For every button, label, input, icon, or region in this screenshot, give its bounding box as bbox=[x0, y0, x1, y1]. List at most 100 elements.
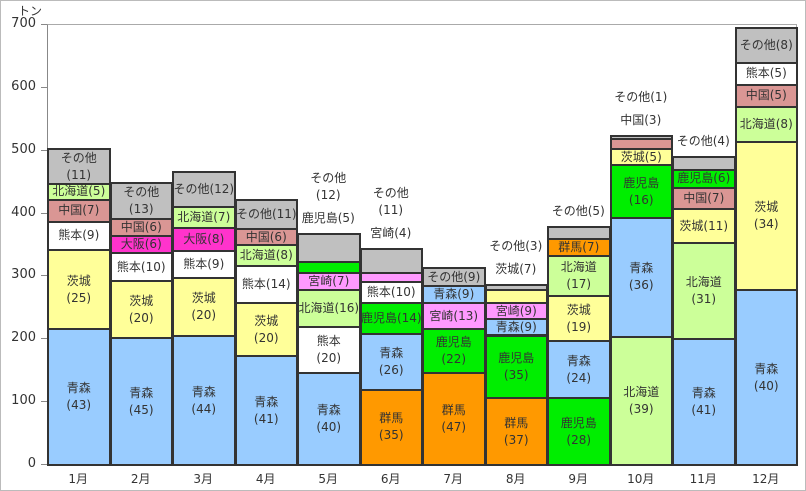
segment-label: その他(11) bbox=[235, 207, 297, 222]
x-tick-label: 11月 bbox=[689, 472, 717, 486]
segment-label: 中国(7) bbox=[58, 203, 100, 218]
bar-segment-鹿児島: 鹿児島 (22) bbox=[422, 328, 486, 374]
segment-label: 茨城 (20) bbox=[128, 293, 154, 325]
segment-label: 青森(9) bbox=[433, 287, 475, 302]
segment-label: 青森 (41) bbox=[253, 394, 279, 426]
bar-segment-鹿児島: 鹿児島 (28) bbox=[547, 397, 611, 466]
x-tick-label: 9月 bbox=[568, 472, 589, 486]
segment-label: 茨城 (20) bbox=[191, 290, 217, 322]
segment-label: 大阪(6) bbox=[120, 237, 162, 252]
outside-labels: その他(3) 茨城(7) bbox=[475, 238, 558, 278]
y-tick-label: 0 bbox=[27, 456, 36, 471]
segment-label: 大阪(8) bbox=[183, 232, 225, 247]
bar-segment-茨城 bbox=[484, 289, 548, 304]
bar-segment-北海道: 北海道 (39) bbox=[609, 335, 673, 466]
segment-label: 鹿児島(6) bbox=[677, 171, 731, 186]
segment-label: 中国(7) bbox=[683, 190, 725, 205]
segment-label: 北海道 (31) bbox=[685, 274, 722, 306]
segment-label: 茨城 (34) bbox=[753, 200, 779, 232]
x-tick-label: 12月 bbox=[752, 472, 780, 486]
segment-label: 北海道(16) bbox=[298, 300, 360, 315]
y-tick-label: 100 bbox=[11, 393, 36, 409]
y-tick-label: 500 bbox=[11, 141, 36, 157]
segment-label: 青森(9) bbox=[495, 319, 537, 334]
bar-segment-熊本: 熊本(9) bbox=[172, 250, 236, 279]
segment-label: 北海道 (17) bbox=[560, 259, 597, 291]
bar-segment-青森: 青森 (36) bbox=[609, 216, 673, 338]
segment-label: その他 (13) bbox=[123, 184, 160, 216]
segment-label: 茨城 (19) bbox=[566, 302, 592, 334]
segment-label: 青森 (26) bbox=[378, 345, 404, 377]
segment-label: その他(12) bbox=[173, 182, 235, 197]
bar-segment-熊本: 熊本(10) bbox=[109, 252, 173, 283]
bar-segment-北海道: 北海道(7) bbox=[172, 206, 236, 230]
bar-segment-熊本: 熊本 (20) bbox=[297, 325, 361, 374]
y-tick-label: 700 bbox=[11, 16, 36, 31]
segment-label: 鹿児島 (22) bbox=[435, 334, 472, 366]
bar-segment-北海道: 北海道(16) bbox=[297, 288, 361, 328]
bar-segment-青森: 青森 (26) bbox=[359, 332, 423, 391]
outside-labels: その他(4) bbox=[662, 133, 745, 150]
x-tick-label: 1月 bbox=[68, 472, 89, 486]
bar-segment-青森: 青森 (40) bbox=[297, 371, 361, 466]
bar-segment-鹿児島: 鹿児島 (16) bbox=[609, 164, 673, 219]
segment-label: 青森 (45) bbox=[128, 385, 154, 417]
outside-labels: その他(5) bbox=[537, 203, 620, 220]
segment-label: 宮崎(9) bbox=[495, 303, 537, 318]
bar-segment-茨城: 茨城 (20) bbox=[172, 276, 236, 338]
segment-label: 青森 (40) bbox=[316, 402, 342, 434]
segment-label: 北海道(8) bbox=[239, 248, 293, 263]
x-tick-label: 10月 bbox=[627, 472, 655, 486]
bar-segment-中国: 中国(7) bbox=[47, 198, 111, 223]
segment-label: 宮崎(7) bbox=[308, 273, 350, 288]
y-axis-unit-label: トン bbox=[18, 4, 43, 18]
bar-segment-茨城: 茨城(11) bbox=[672, 208, 736, 245]
bar-segment-その他 bbox=[672, 156, 736, 171]
segment-label: その他(9) bbox=[427, 269, 481, 284]
bar-segment-北海道: 北海道 (31) bbox=[672, 242, 736, 340]
bar-segment-群馬: 群馬 (47) bbox=[422, 371, 486, 466]
x-tick-label: 2月 bbox=[130, 472, 151, 486]
bar-segment-その他: その他(8) bbox=[734, 26, 798, 64]
y-tick-label: 200 bbox=[11, 330, 36, 346]
segment-label: 熊本(10) bbox=[116, 259, 166, 274]
bar-segment-宮崎: 宮崎(13) bbox=[422, 302, 486, 331]
bar-segment-群馬: 群馬 (37) bbox=[484, 397, 548, 466]
bar-segment-青森: 青森 (44) bbox=[172, 335, 236, 466]
segment-label: 中国(3) bbox=[620, 112, 662, 127]
segment-label: 茨城(11) bbox=[679, 218, 729, 233]
bar-segment-鹿児島: 鹿児島 (35) bbox=[484, 334, 548, 400]
y-tick-mark bbox=[41, 338, 47, 340]
bar-segment-その他: その他(11) bbox=[234, 199, 298, 231]
bar-segment-その他 bbox=[359, 248, 423, 275]
bar-segment-茨城: 茨城 (34) bbox=[734, 140, 798, 292]
segment-label: 中国(6) bbox=[245, 229, 287, 244]
x-tick-label: 6月 bbox=[380, 472, 401, 486]
bar-segment-宮崎: 宮崎(7) bbox=[297, 272, 361, 291]
segment-label: 群馬(7) bbox=[558, 240, 600, 254]
bar-segment-中国: 中国(7) bbox=[672, 186, 736, 211]
bar-segment-群馬: 群馬 (35) bbox=[359, 388, 423, 466]
segment-label: 茨城 (25) bbox=[66, 273, 92, 305]
bar-segment-茨城: 茨城 (25) bbox=[47, 249, 111, 331]
bar-segment-熊本: 熊本(10) bbox=[359, 281, 423, 305]
segment-label: 宮崎(4) bbox=[370, 226, 412, 241]
segment-label: 群馬 (37) bbox=[503, 415, 529, 447]
segment-label: 熊本(10) bbox=[366, 285, 416, 300]
bar-segment-その他: その他(12) bbox=[172, 171, 236, 209]
x-tick-label: 7月 bbox=[443, 472, 464, 486]
bar-segment-青森: 青森 (43) bbox=[47, 328, 111, 466]
x-tick-label: 5月 bbox=[318, 472, 339, 486]
segment-label: 青森 (44) bbox=[191, 384, 217, 416]
bar-segment-鹿児島: 鹿児島(14) bbox=[359, 302, 423, 335]
segment-label: 熊本(5) bbox=[745, 66, 787, 81]
segment-label: その他(1) bbox=[614, 89, 668, 104]
segment-label: その他(5) bbox=[551, 204, 605, 219]
bar-segment-茨城: 茨城 (20) bbox=[234, 302, 298, 358]
bar-segment-その他: その他 (11) bbox=[47, 148, 111, 186]
bar-segment-青森: 青森 (45) bbox=[109, 337, 173, 466]
segment-label: 鹿児島(5) bbox=[301, 211, 355, 226]
y-tick-label: 600 bbox=[11, 78, 36, 94]
x-tick-label: 8月 bbox=[505, 472, 526, 486]
x-tick-label: 4月 bbox=[255, 472, 276, 486]
